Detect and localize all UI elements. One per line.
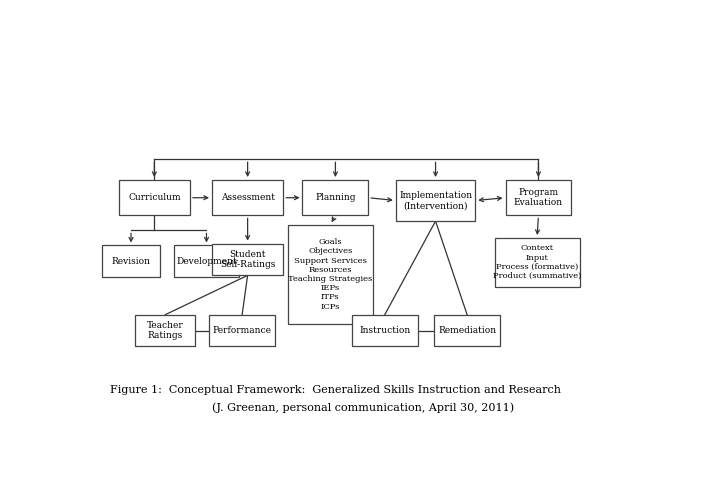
Text: Performance: Performance (212, 326, 272, 335)
FancyBboxPatch shape (352, 314, 418, 347)
Text: Goals
Objectives
Support Services
Resources
Teaching Strategies
IEPs
ITPs
ICPs: Goals Objectives Support Services Resour… (288, 238, 372, 311)
Text: Figure 1:  Conceptual Framework:  Generalized Skills Instruction and Research: Figure 1: Conceptual Framework: Generali… (110, 384, 561, 395)
FancyBboxPatch shape (287, 225, 372, 324)
Text: Student
Self-Ratings: Student Self-Ratings (220, 250, 275, 269)
FancyBboxPatch shape (506, 180, 571, 215)
Text: Revision: Revision (112, 257, 151, 266)
Text: Development: Development (176, 257, 237, 266)
FancyBboxPatch shape (434, 314, 500, 347)
Text: Remediation: Remediation (438, 326, 496, 335)
FancyBboxPatch shape (302, 180, 368, 215)
Text: Curriculum: Curriculum (128, 193, 181, 202)
FancyBboxPatch shape (396, 180, 475, 221)
FancyBboxPatch shape (173, 245, 239, 277)
Text: Context
Input
Process (formative)
Product (summative): Context Input Process (formative) Produc… (493, 244, 581, 280)
Text: (J. Greenan, personal communication, April 30, 2011): (J. Greenan, personal communication, Apr… (212, 403, 514, 414)
Text: Instruction: Instruction (359, 326, 411, 335)
FancyBboxPatch shape (494, 238, 580, 287)
Text: Program
Evaluation: Program Evaluation (514, 188, 563, 208)
FancyBboxPatch shape (212, 180, 283, 215)
Text: Implementation
(Intervention): Implementation (Intervention) (399, 191, 472, 210)
Text: Planning: Planning (315, 193, 355, 202)
FancyBboxPatch shape (135, 314, 195, 347)
FancyBboxPatch shape (212, 243, 283, 276)
Text: Assessment: Assessment (221, 193, 275, 202)
FancyBboxPatch shape (210, 314, 275, 347)
Text: Teacher
Ratings: Teacher Ratings (147, 321, 183, 340)
FancyBboxPatch shape (102, 245, 160, 277)
FancyBboxPatch shape (119, 180, 190, 215)
